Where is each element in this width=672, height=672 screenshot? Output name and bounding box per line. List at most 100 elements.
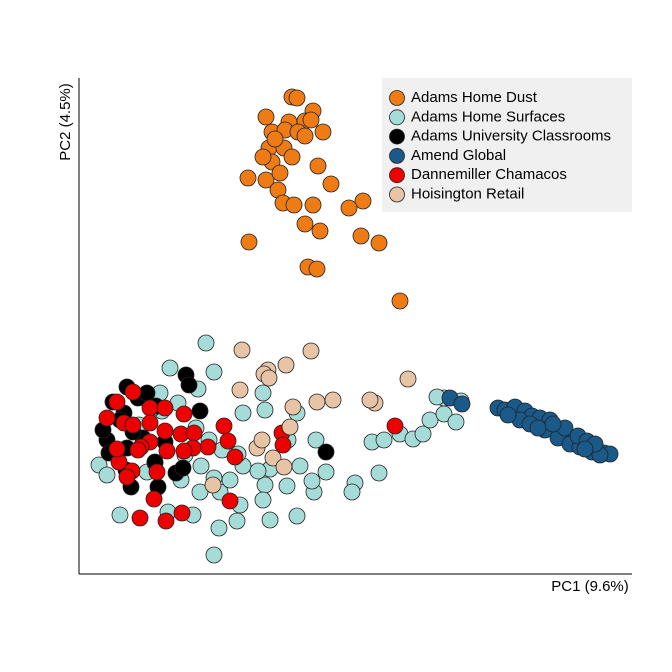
point [322, 175, 340, 193]
point [145, 490, 163, 508]
point [199, 438, 217, 456]
legend-marker [389, 128, 405, 145]
point [256, 401, 274, 419]
point [254, 384, 272, 402]
legend-label: Hoisington Retail [411, 185, 524, 202]
point [156, 399, 174, 417]
point [302, 111, 320, 129]
legend-label: Adams Home Dust [411, 89, 538, 106]
point [303, 472, 321, 490]
point [180, 376, 198, 394]
point [129, 441, 147, 459]
point [98, 409, 116, 427]
point [205, 363, 223, 381]
point [221, 471, 239, 489]
legend-box [382, 78, 632, 212]
point [343, 483, 361, 501]
point [124, 383, 142, 401]
point [257, 108, 275, 126]
point [271, 164, 289, 182]
point [158, 442, 176, 460]
point [317, 463, 335, 481]
point [499, 406, 517, 424]
point [131, 509, 149, 527]
legend-marker [389, 147, 405, 164]
point [324, 391, 342, 409]
point [215, 417, 233, 435]
point [175, 405, 193, 423]
point [240, 233, 258, 251]
point [256, 476, 274, 494]
point [370, 464, 388, 482]
point [254, 148, 272, 166]
point [260, 369, 278, 387]
point [274, 436, 292, 454]
x-axis-label: PC1 (9.6%) [551, 578, 629, 595]
point [309, 157, 327, 175]
point [219, 432, 237, 450]
point [281, 418, 299, 436]
point [192, 457, 210, 475]
legend-marker [389, 90, 405, 106]
point [447, 413, 465, 431]
point [197, 334, 215, 352]
point [98, 466, 116, 484]
point [317, 443, 335, 461]
point [264, 449, 282, 467]
point [221, 492, 239, 510]
point [148, 463, 166, 481]
point [239, 169, 257, 187]
point [161, 359, 179, 377]
point [185, 424, 203, 442]
point [386, 417, 404, 435]
point [210, 519, 228, 537]
point [191, 483, 209, 501]
point [156, 422, 174, 440]
point [370, 234, 388, 252]
point [288, 507, 306, 525]
point [175, 442, 193, 460]
point [308, 260, 326, 278]
point [576, 440, 594, 458]
point [302, 342, 320, 360]
point [304, 196, 322, 214]
point [285, 196, 303, 214]
point [141, 414, 159, 432]
point [257, 171, 275, 189]
point [296, 215, 314, 233]
point [124, 416, 142, 434]
point [529, 419, 547, 437]
point [141, 399, 159, 417]
point [226, 448, 244, 466]
point [311, 222, 329, 240]
point [399, 370, 417, 388]
point [157, 512, 175, 530]
point [266, 130, 284, 148]
legend-label: Dannemiller Chamacos [411, 166, 567, 183]
point [544, 415, 562, 433]
point [284, 398, 302, 416]
point [174, 459, 192, 477]
point [234, 404, 252, 422]
point [283, 148, 301, 166]
point [307, 431, 325, 449]
point [108, 440, 126, 458]
point [421, 411, 439, 429]
point [314, 123, 332, 141]
legend-marker [389, 167, 405, 184]
point [228, 512, 246, 530]
point [275, 458, 293, 476]
point [340, 199, 358, 217]
point [391, 292, 409, 310]
point [254, 491, 272, 509]
legend-label: Adams University Classrooms [411, 128, 611, 145]
point [296, 127, 314, 145]
legend-label: Amend Global [411, 147, 506, 164]
y-axis-label: PC2 (4.5%) [57, 83, 74, 161]
point [173, 504, 191, 522]
point [288, 89, 306, 107]
point [108, 393, 126, 411]
legend-label: Adams Home Surfaces [411, 108, 565, 125]
